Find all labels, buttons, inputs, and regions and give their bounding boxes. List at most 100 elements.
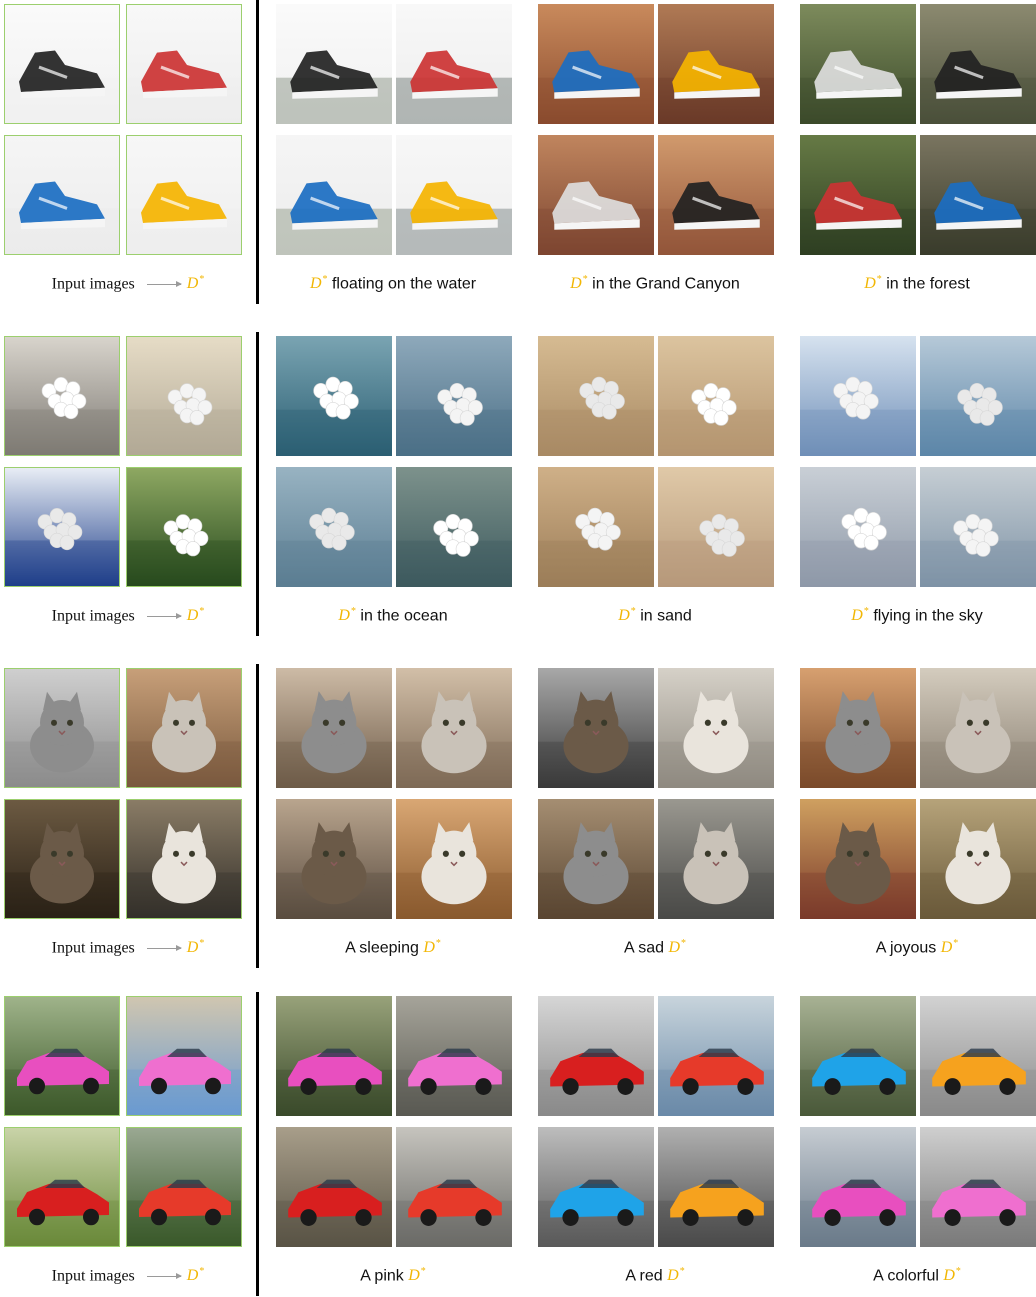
generated-image-car-g3-2 [920, 996, 1036, 1116]
input-image-balloons-4 [126, 467, 242, 587]
generated-image-cat-g2-4 [658, 799, 774, 919]
cat-image-graphic [800, 799, 916, 919]
input-images-label: Input images [51, 607, 135, 625]
balloons-image-graphic [658, 336, 774, 456]
prompt-caption-balloons-1: D* in the ocean [263, 606, 523, 625]
sneakers-image-graphic [276, 135, 392, 255]
prompt-caption-cat-1: A sleeping D* [263, 938, 523, 957]
generated-image-cat-g3-2 [920, 668, 1036, 788]
prompt-prefix: A joyous [875, 939, 937, 957]
prompt-caption-car-2: A red D* [525, 1266, 785, 1285]
generated-image-sneakers-g3-1 [800, 4, 916, 124]
token-d-star: D* [864, 274, 882, 293]
prompt-caption-balloons-3: D* flying in the sky [787, 606, 1036, 625]
input-images-caption: Input images D* [0, 938, 256, 957]
input-image-sneakers-3 [4, 135, 120, 255]
prompt-prefix: A sad [623, 939, 664, 957]
input-image-cat-2 [126, 668, 242, 788]
token-d-star: D* [667, 1266, 685, 1285]
token-d-star: D* [570, 274, 588, 293]
token-d-star: D* [186, 938, 205, 957]
generated-image-balloons-g1-3 [276, 467, 392, 587]
generated-image-sneakers-g1-3 [276, 135, 392, 255]
balloons-image-graphic [396, 336, 512, 456]
sneakers-image-graphic [396, 4, 512, 124]
sneakers-image-graphic [127, 5, 241, 123]
generated-image-car-g3-1 [800, 996, 916, 1116]
generated-image-car-g3-4 [920, 1127, 1036, 1247]
prompt-suffix: flying in the sky [873, 607, 983, 625]
input-image-cat-1 [4, 668, 120, 788]
input-image-cat-3 [4, 799, 120, 919]
sneakers-image-graphic [276, 4, 392, 124]
input-images-label: Input images [51, 939, 135, 957]
generated-image-car-g1-2 [396, 996, 512, 1116]
cat-image-graphic [658, 668, 774, 788]
input-images-caption: Input images D* [0, 1266, 256, 1285]
balloons-image-graphic [800, 467, 916, 587]
balloons-image-graphic [800, 336, 916, 456]
input-image-balloons-2 [126, 336, 242, 456]
cat-image-graphic [538, 668, 654, 788]
cat-image-graphic [276, 668, 392, 788]
prompt-caption-car-1: A pink D* [263, 1266, 523, 1285]
token-d-star: D* [186, 606, 205, 625]
car-image-graphic [800, 1127, 916, 1247]
generated-image-cat-g3-1 [800, 668, 916, 788]
car-image-graphic [396, 996, 512, 1116]
input-image-car-2 [126, 996, 242, 1116]
generated-image-sneakers-g1-1 [276, 4, 392, 124]
prompt-caption-balloons-2: D* in sand [525, 606, 785, 625]
balloons-image-graphic [658, 467, 774, 587]
generated-image-cat-g1-3 [276, 799, 392, 919]
balloons-image-graphic [538, 336, 654, 456]
generated-image-cat-g2-1 [538, 668, 654, 788]
cat-image-graphic [396, 799, 512, 919]
sneakers-image-graphic [538, 4, 654, 124]
car-image-graphic [127, 1128, 241, 1246]
prompt-caption-car-3: A colorful D* [787, 1266, 1036, 1285]
balloons-image-graphic [276, 336, 392, 456]
generated-image-cat-g1-4 [396, 799, 512, 919]
prompt-suffix: in the ocean [360, 607, 448, 625]
token-d-star: D* [338, 606, 356, 625]
input-image-car-4 [126, 1127, 242, 1247]
input-image-sneakers-2 [126, 4, 242, 124]
car-image-graphic [127, 997, 241, 1115]
generated-image-sneakers-g2-3 [538, 135, 654, 255]
prompt-suffix: floating on the water [331, 275, 477, 293]
cat-image-graphic [920, 668, 1036, 788]
car-image-graphic [5, 1128, 119, 1246]
prompt-prefix: A red [625, 1267, 663, 1285]
generated-image-cat-g3-4 [920, 799, 1036, 919]
prompt-caption-sneakers-3: D* in the forest [787, 274, 1036, 293]
generated-image-balloons-g1-1 [276, 336, 392, 456]
cat-image-graphic [5, 669, 119, 787]
cat-image-graphic [5, 800, 119, 918]
generated-image-balloons-g2-2 [658, 336, 774, 456]
balloons-image-graphic [127, 468, 241, 586]
generated-image-car-g2-1 [538, 996, 654, 1116]
input-image-car-3 [4, 1127, 120, 1247]
sneakers-image-graphic [396, 135, 512, 255]
prompt-caption-sneakers-2: D* in the Grand Canyon [525, 274, 785, 293]
generated-image-balloons-g3-3 [800, 467, 916, 587]
car-image-graphic [800, 996, 916, 1116]
input-image-sneakers-1 [4, 4, 120, 124]
car-image-graphic [920, 996, 1036, 1116]
generated-image-car-g2-3 [538, 1127, 654, 1247]
sneakers-image-graphic [920, 135, 1036, 255]
generated-image-car-g1-4 [396, 1127, 512, 1247]
generated-image-car-g1-3 [276, 1127, 392, 1247]
generated-image-sneakers-g1-4 [396, 135, 512, 255]
input-image-car-1 [4, 996, 120, 1116]
balloons-image-graphic [920, 336, 1036, 456]
generated-image-balloons-g3-1 [800, 336, 916, 456]
sneakers-image-graphic [800, 135, 916, 255]
row-divider [256, 0, 259, 304]
generated-image-sneakers-g2-4 [658, 135, 774, 255]
balloons-image-graphic [396, 467, 512, 587]
car-image-graphic [538, 1127, 654, 1247]
sneakers-image-graphic [800, 4, 916, 124]
cat-image-graphic [396, 668, 512, 788]
